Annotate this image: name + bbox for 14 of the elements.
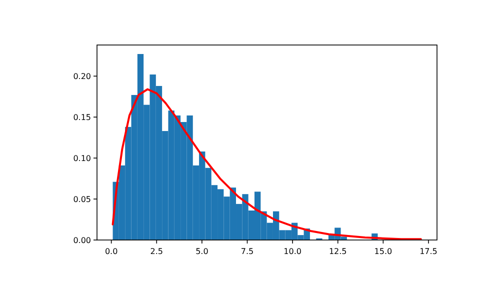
x-tick-label: 12.5	[328, 247, 347, 256]
x-tick-label: 0.0	[104, 247, 118, 256]
x-tick-label: 5.0	[196, 247, 208, 256]
y-tick-label: 0.20	[73, 72, 91, 81]
y-tick-label: 0.00	[73, 236, 91, 245]
y-tick-label: 0.15	[73, 112, 91, 122]
y-tick-label: 0.05	[73, 194, 91, 204]
line-series	[112, 88, 422, 240]
x-tick-label: 17.5	[420, 247, 438, 256]
x-tick-label: 10.0	[284, 247, 302, 256]
y-tick-label: 0.10	[73, 154, 91, 163]
x-tick-label: 7.5	[240, 247, 254, 256]
x-tick-label: 2.5	[150, 247, 163, 256]
x-tick-label: 15.0	[374, 247, 392, 256]
